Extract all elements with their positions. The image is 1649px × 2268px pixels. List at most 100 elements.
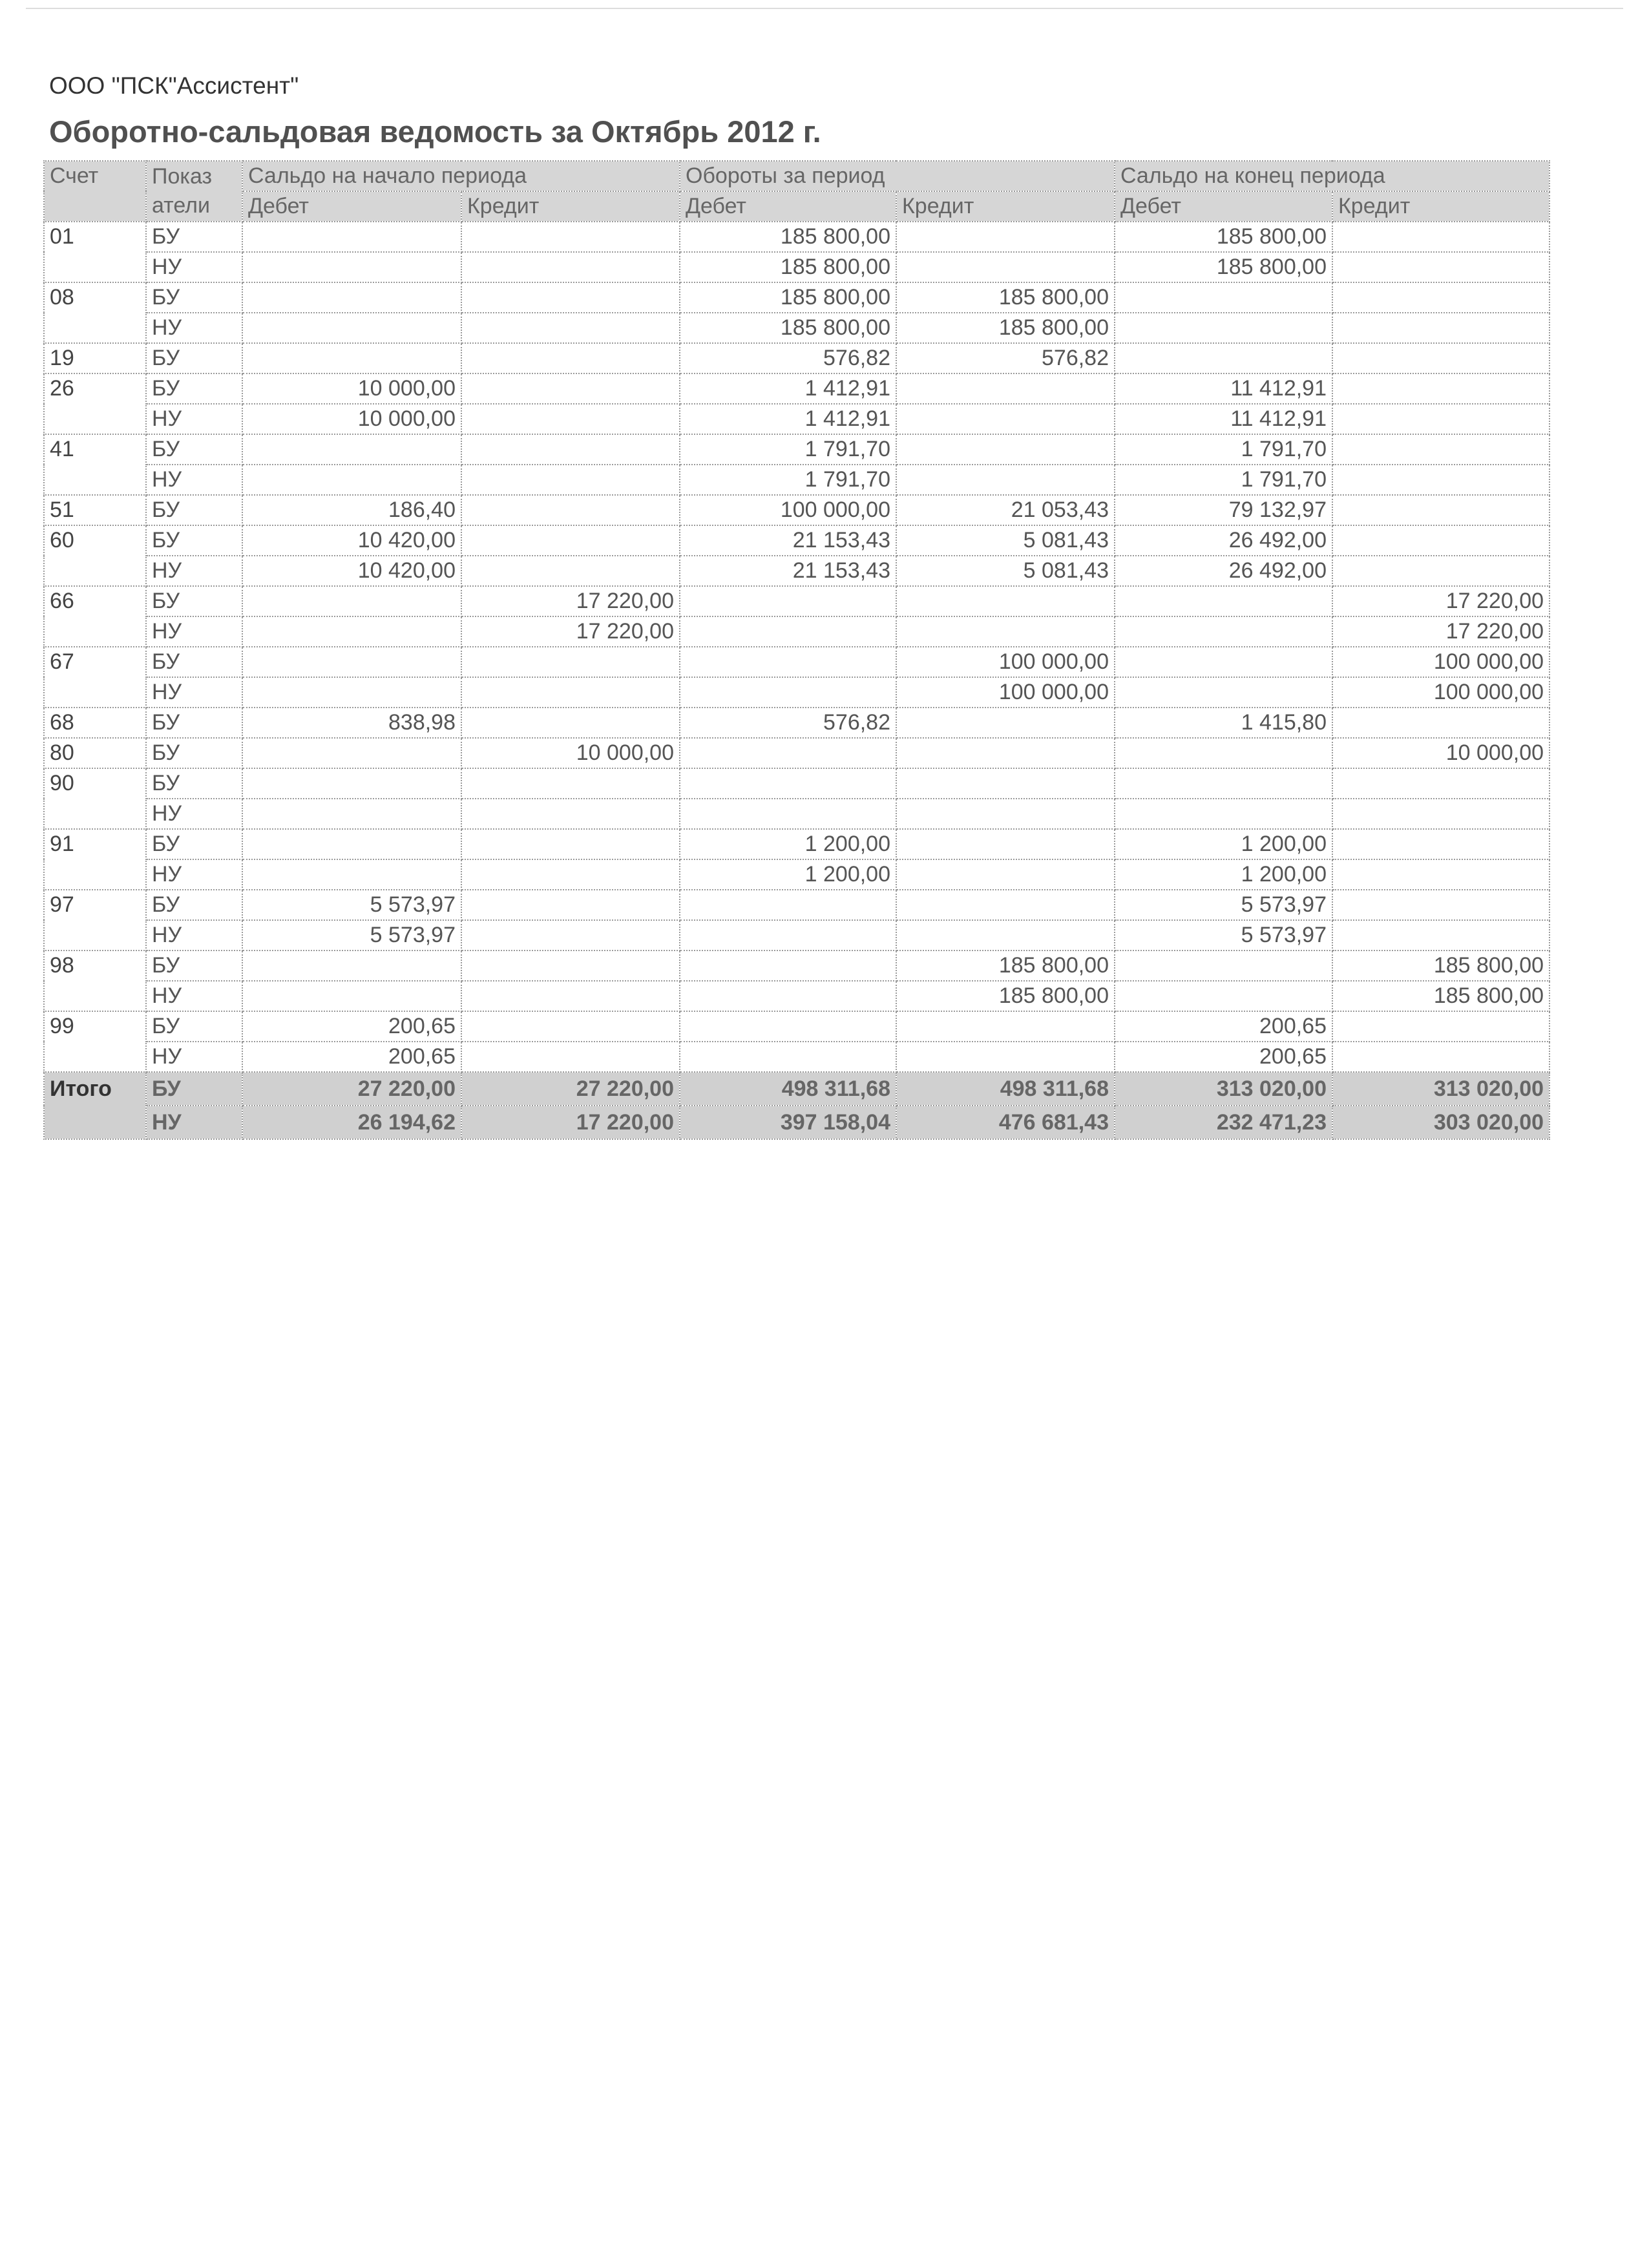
header-opening-balance: Сальдо на начало периода (242, 160, 680, 192)
cell-closing-debit: 1 200,00 (1114, 859, 1333, 890)
cell-opening-debit (242, 950, 462, 982)
cell-closing-debit (1114, 616, 1333, 647)
cell-opening-debit (242, 312, 462, 344)
header-closing-credit: Кредит (1331, 191, 1551, 222)
cell-opening-credit (461, 919, 680, 951)
account-code: 41 (43, 434, 147, 496)
table-row: 99 БУ 200,65 200,65 (43, 1011, 1551, 1073)
cell-opening-debit (242, 646, 462, 678)
total-row: НУ 26 194,62 17 220,00 397 158,04 476 681,43… (44, 1105, 1551, 1140)
cell-opening-debit: 5 573,97 (242, 919, 462, 951)
cell-turnover-debit (679, 919, 897, 951)
cell-turnover-debit: 21 153,43 (679, 525, 897, 556)
cell-closing-debit (1114, 677, 1333, 708)
account-code: 51 (43, 494, 147, 526)
cell-opening-debit: 10 000,00 (242, 403, 462, 435)
cell-closing-credit: 303 020,00 (1331, 1105, 1551, 1140)
cell-turnover-credit (896, 798, 1115, 830)
account-code: 80 (43, 737, 147, 769)
cell-indicator: БУ (145, 585, 243, 617)
cell-indicator: БУ (145, 737, 243, 769)
table-row: 51 БУ 186,40 100 000,00 21 053,43 79 132,97 (43, 494, 1551, 526)
document-title: Оборотно-сальдовая ведомость за Октябрь … (49, 114, 821, 149)
cell-opening-debit: 27 220,00 (242, 1071, 462, 1106)
cell-opening-credit (461, 859, 680, 890)
cell-indicator: БУ (145, 221, 243, 253)
cell-closing-credit: 100 000,00 (1331, 677, 1551, 708)
cell-turnover-debit (679, 585, 897, 617)
cell-opening-credit (461, 677, 680, 708)
cell-indicator: НУ (145, 919, 243, 951)
cell-closing-debit: 5 573,97 (1114, 889, 1333, 921)
cell-opening-debit (242, 585, 462, 617)
cell-closing-credit (1331, 403, 1551, 435)
cell-closing-debit (1114, 585, 1333, 617)
cell-turnover-debit (679, 1011, 897, 1042)
cell-opening-credit (461, 707, 680, 739)
cell-indicator: БУ (145, 525, 243, 556)
cell-closing-debit (1114, 282, 1333, 313)
cell-opening-credit (461, 342, 680, 374)
table-row: 90 БУ (43, 768, 1551, 830)
total-label: Итого (43, 1071, 147, 1140)
cell-turnover-credit (896, 251, 1115, 283)
cell-indicator: БУ (145, 494, 243, 526)
cell-closing-debit: 232 471,23 (1114, 1105, 1333, 1140)
cell-closing-credit: 185 800,00 (1331, 950, 1551, 982)
cell-closing-credit: 17 220,00 (1331, 585, 1551, 617)
cell-opening-debit: 26 194,62 (242, 1105, 462, 1140)
cell-turnover-credit: 21 053,43 (896, 494, 1115, 526)
cell-closing-credit (1331, 768, 1551, 799)
cell-closing-debit (1114, 646, 1333, 678)
cell-closing-debit: 313 020,00 (1114, 1071, 1333, 1106)
cell-opening-credit (461, 828, 680, 860)
cell-opening-credit: 17 220,00 (461, 585, 680, 617)
cell-indicator: БУ (145, 889, 243, 921)
cell-closing-debit: 11 412,91 (1114, 373, 1333, 404)
cell-closing-debit: 200,65 (1114, 1041, 1333, 1073)
cell-indicator: БУ (145, 646, 243, 678)
turnover-balance-sheet: Счет Показ атели Сальдо на начало период… (43, 160, 1551, 1140)
cell-closing-debit: 1 415,80 (1114, 707, 1333, 739)
cell-closing-debit: 185 800,00 (1114, 251, 1333, 283)
cell-closing-credit (1331, 919, 1551, 951)
cell-turnover-credit: 100 000,00 (896, 677, 1115, 708)
cell-closing-credit (1331, 707, 1551, 739)
cell-closing-debit: 26 492,00 (1114, 555, 1333, 587)
table-row: НУ 10 000,00 1 412,91 11 412,91 (44, 403, 1551, 435)
cell-opening-credit: 27 220,00 (461, 1071, 680, 1106)
cell-closing-debit: 200,65 (1114, 1011, 1333, 1042)
table-row: НУ 100 000,00 100 000,00 (44, 677, 1551, 708)
cell-opening-debit: 838,98 (242, 707, 462, 739)
cell-indicator: НУ (145, 251, 243, 283)
table-row: 08 БУ 185 800,00 185 800,00 (43, 282, 1551, 344)
cell-indicator: НУ (145, 677, 243, 708)
cell-indicator: НУ (145, 464, 243, 496)
cell-turnover-credit (896, 737, 1115, 769)
table-row: НУ 185 800,00 185 800,00 (44, 980, 1551, 1012)
cell-turnover-debit (679, 616, 897, 647)
table-row: 80 БУ 10 000,00 10 000,00 (43, 737, 1551, 769)
cell-indicator: БУ (145, 828, 243, 860)
cell-turnover-debit: 100 000,00 (679, 494, 897, 526)
table-row: НУ 17 220,00 17 220,00 (44, 616, 1551, 647)
cell-opening-debit (242, 737, 462, 769)
cell-closing-credit (1331, 282, 1551, 313)
cell-opening-credit (461, 950, 680, 982)
cell-indicator: НУ (145, 1041, 243, 1073)
cell-turnover-credit (896, 585, 1115, 617)
table-row: НУ 185 800,00 185 800,00 (44, 312, 1551, 344)
cell-closing-debit (1114, 768, 1333, 799)
cell-opening-credit (461, 464, 680, 496)
header-indicator: Показ атели (145, 160, 243, 222)
cell-turnover-debit: 21 153,43 (679, 555, 897, 587)
account-code: 01 (43, 221, 147, 283)
account-code: 68 (43, 707, 147, 739)
cell-opening-debit (242, 434, 462, 465)
header-opening-debit: Дебет (242, 191, 462, 222)
cell-opening-debit (242, 464, 462, 496)
table-row: НУ (44, 798, 1551, 830)
table-row: 91 БУ 1 200,00 1 200,00 (43, 828, 1551, 890)
cell-closing-credit (1331, 373, 1551, 404)
cell-turnover-credit (896, 859, 1115, 890)
